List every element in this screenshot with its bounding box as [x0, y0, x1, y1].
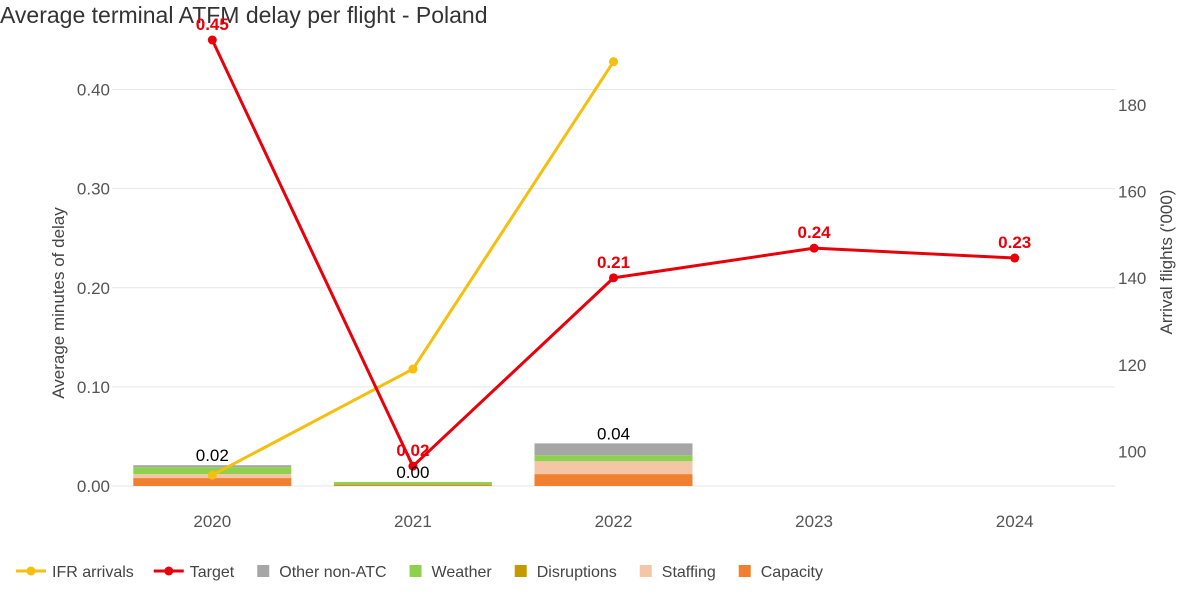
target-data-label: 0.24	[798, 223, 832, 242]
legend-item-weather: Weather	[409, 564, 493, 581]
point-ifr-arrivals	[408, 364, 418, 374]
line-series	[207, 35, 1020, 480]
y-right-tick-label: 120	[1118, 356, 1146, 375]
y-left-tick-label: 0.30	[77, 180, 110, 199]
bar-total-label: 0.04	[597, 424, 630, 443]
legend: IFR arrivals Target Other non-ATC Weather Di…	[16, 564, 823, 581]
legend-square-swatch	[514, 565, 527, 577]
target-data-label: 0.23	[998, 233, 1031, 252]
legend-item-capacity: Capacity	[738, 564, 823, 581]
y-right-tick-label: 100	[1118, 442, 1146, 461]
legend-item-ifr-arrivals: IFR arrivals	[16, 564, 134, 581]
legend-marker	[164, 566, 174, 576]
legend-marker	[26, 566, 36, 576]
legend-label: Weather	[432, 564, 493, 581]
legend-item-staffing: Staffing	[639, 564, 716, 581]
y-right-axis-label: Arrival flights ('000)	[1157, 190, 1176, 335]
point-ifr-arrivals	[207, 470, 217, 480]
x-tick-label: 2022	[595, 512, 633, 531]
legend-square-swatch	[639, 565, 652, 577]
y-left-tick-label: 0.40	[77, 81, 110, 100]
legend-square-swatch	[738, 565, 751, 577]
legend-label: IFR arrivals	[52, 564, 134, 581]
chart-title: Average terminal ATFM delay per flight -…	[0, 2, 488, 28]
bar-segment-weather	[534, 455, 693, 462]
bar-segment-staffing	[534, 461, 693, 475]
bar-segment-capacity	[133, 478, 292, 486]
axes: 0.00 0.10 0.20 0.30 0.40 100 120 140 160 180 2020 2…	[49, 81, 1176, 531]
legend-label: Disruptions	[537, 564, 617, 581]
legend-label: Target	[190, 564, 235, 581]
target-data-label: 0.02	[396, 441, 429, 460]
legend-item-other-non-atc: Other non-ATC	[257, 564, 387, 581]
legend-label: Capacity	[761, 564, 823, 581]
target-data-label: 0.45	[196, 15, 229, 34]
x-tick-label: 2021	[394, 512, 432, 531]
y-left-tick-label: 0.20	[77, 279, 110, 298]
y-left-tick-label: 0.10	[77, 378, 110, 397]
y-left-tick-label: 0.00	[77, 477, 110, 496]
point-target	[809, 243, 819, 253]
bar-segment-weather	[333, 482, 492, 486]
point-target	[207, 35, 217, 45]
y-left-axis-label: Average minutes of delay	[49, 207, 68, 399]
y-right-tick-label: 180	[1118, 96, 1146, 115]
bar-segment-capacity	[534, 474, 693, 486]
point-target	[1010, 253, 1020, 263]
point-target	[408, 461, 418, 471]
legend-item-disruptions: Disruptions	[514, 564, 617, 581]
point-target	[609, 273, 618, 283]
x-tick-label: 2023	[795, 512, 833, 531]
bar-segment-capacity	[333, 485, 492, 486]
y-right-tick-label: 160	[1118, 183, 1146, 202]
bar-segment-other-non-atc	[133, 465, 292, 468]
x-tick-label: 2020	[193, 512, 231, 531]
x-tick-label: 2024	[996, 512, 1034, 531]
bar-segment-other-non-atc	[534, 443, 693, 456]
target-data-label: 0.21	[597, 253, 630, 272]
bar-total-label: 0.02	[196, 446, 229, 465]
bar-total-label: 0.00	[396, 463, 429, 482]
data-labels: 0.02 0.00 0.04 0.45 0.02 0.21 0.24 0.23	[196, 15, 1031, 482]
legend-label: Other non-ATC	[279, 564, 386, 581]
legend-label: Staffing	[662, 564, 716, 581]
legend-square-swatch	[409, 565, 422, 577]
y-right-tick-label: 140	[1118, 269, 1146, 288]
point-ifr-arrivals	[609, 57, 618, 67]
line-ifr-arrivals	[211, 60, 615, 477]
legend-square-swatch	[257, 565, 270, 577]
bar-segment-weather	[133, 467, 292, 475]
legend-item-target: Target	[153, 564, 235, 581]
